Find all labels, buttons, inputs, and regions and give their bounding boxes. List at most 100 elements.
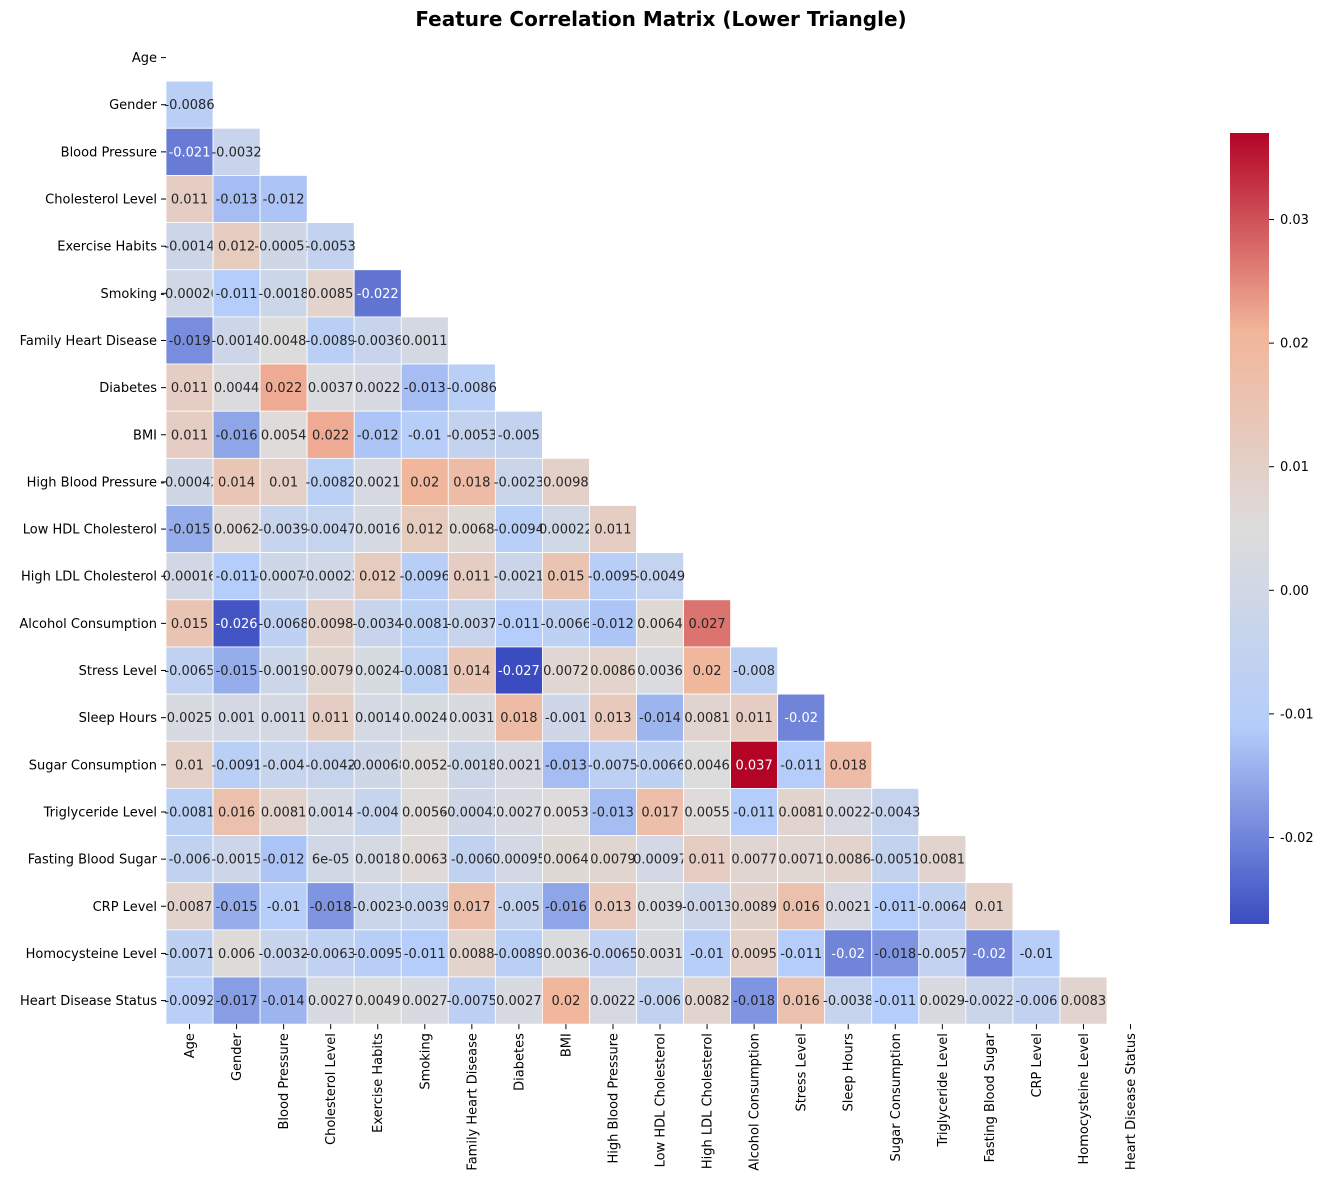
heatmap-cell <box>212 740 261 789</box>
cell-value-label: 0.011 <box>171 193 208 208</box>
x-tick-label: Family Heart Disease <box>465 1033 480 1170</box>
y-tick-label: Exercise Habits <box>57 240 157 255</box>
cell-value-label: -0.012 <box>263 193 305 208</box>
heatmap-cell <box>494 788 543 836</box>
heatmap-cell <box>542 505 590 554</box>
heatmap-cell <box>683 740 731 789</box>
heatmap-cell <box>259 788 308 836</box>
cell-value-label: 0.00097 <box>633 853 687 868</box>
cell-value-label: -0.027 <box>498 664 540 679</box>
cell-value-label: -0.0022 <box>964 994 1014 1009</box>
heatmap-cell <box>965 976 1014 1025</box>
heatmap-cell <box>400 929 449 978</box>
heatmap-cell <box>589 882 637 931</box>
cell-value-label: 0.013 <box>594 711 631 726</box>
cell-value-label: 0.017 <box>453 900 490 915</box>
cell-value-label: 0.0024 <box>402 711 448 726</box>
heatmap-cell <box>165 929 214 978</box>
cell-value-label: 0.0079 <box>308 664 354 679</box>
cell-value-label: 0.0082 <box>684 994 730 1009</box>
cell-value-label: -0.012 <box>263 853 305 868</box>
x-tick-label: Stress Level <box>795 1033 810 1111</box>
heatmap-cell <box>542 599 590 648</box>
x-tick-label: Heart Disease Status <box>1124 1033 1139 1170</box>
cell-value-label: 0.0014 <box>355 711 401 726</box>
cell-value-label: 0.0029 <box>920 994 966 1009</box>
cell-value-label: 0.0022 <box>355 381 401 396</box>
cell-value-label: 0.0087 <box>167 900 213 915</box>
cell-value-label: 0.001 <box>218 711 255 726</box>
heatmap-cell <box>212 127 261 176</box>
cell-value-label: 0.0022 <box>590 994 636 1009</box>
cell-value-label: 0.0098 <box>308 617 354 632</box>
cell-value-label: 0.0039 <box>637 900 683 915</box>
heatmap-cell <box>165 882 214 931</box>
heatmap-cell <box>918 976 967 1025</box>
cell-value-label: -0.0065 <box>588 947 638 962</box>
cell-value-label: -0.0049 <box>635 570 685 585</box>
heatmap-cell <box>165 80 214 129</box>
heatmap-cell <box>447 599 496 648</box>
heatmap-cell <box>542 929 590 978</box>
heatmap-cell <box>447 457 496 506</box>
cell-value-label: -0.0053 <box>306 240 356 255</box>
colorbar-tick-label: -0.01 <box>1280 707 1314 722</box>
cell-value-label: 0.018 <box>830 758 867 773</box>
heatmap-cell <box>824 788 873 836</box>
heatmap-cell <box>353 505 402 554</box>
cell-value-label: 0.00022 <box>539 523 593 538</box>
cell-value-label: -0.00026 <box>160 287 218 302</box>
heatmap-cell <box>306 269 355 318</box>
cell-value-label: 0.017 <box>641 805 678 820</box>
cell-value-label: -0.018 <box>733 994 775 1009</box>
cell-value-label: 0.0081 <box>684 711 730 726</box>
cell-value-label: -0.011 <box>780 758 822 773</box>
heatmap-cell <box>400 505 449 554</box>
cell-value-label: 0.0027 <box>308 994 354 1009</box>
cell-value-label: -0.005 <box>498 900 540 915</box>
cell-value-label: 0.0072 <box>543 664 589 679</box>
cell-value-label: -0.0039 <box>400 900 450 915</box>
cell-value-label: -0.0042 <box>306 758 356 773</box>
cell-value-label: -0.0071 <box>164 947 214 962</box>
heatmap-cell <box>589 835 637 884</box>
cell-value-label: -0.0063 <box>306 947 356 962</box>
cell-value-label: -0.006 <box>169 853 211 868</box>
heatmap-cell <box>542 976 590 1025</box>
y-tick-label: Age <box>132 51 157 66</box>
cell-value-label: -0.0081 <box>164 805 214 820</box>
cell-value-label: 0.012 <box>359 570 396 585</box>
cell-value-label: 0.0044 <box>214 381 260 396</box>
cell-value-label: 0.0095 <box>731 947 777 962</box>
heatmap-cell <box>447 882 496 931</box>
colorbar-tick-label: 0.02 <box>1280 337 1309 352</box>
heatmap-cell <box>494 505 543 554</box>
cell-value-label: 0.0098 <box>543 475 589 490</box>
cell-value-label: 0.0049 <box>355 994 401 1009</box>
cell-value-label: -0.02 <box>973 947 1007 962</box>
cell-value-label: -0.0086 <box>447 381 497 396</box>
cell-value-label: -0.00068 <box>348 758 406 773</box>
cell-value-label: -0.0086 <box>164 98 214 113</box>
heatmap-cell <box>447 788 496 836</box>
heatmap-cell <box>447 740 496 789</box>
cell-value-label: -0.011 <box>216 570 258 585</box>
x-tick-label: Diabetes <box>512 1033 527 1091</box>
cell-value-label: -0.019 <box>169 334 211 349</box>
cell-value-label: 0.0064 <box>543 853 589 868</box>
heatmap-cell <box>824 835 873 884</box>
x-tick-label: Blood Pressure <box>277 1033 292 1129</box>
cell-value-label: -0.00042 <box>160 475 218 490</box>
heatmap-cell <box>400 316 449 365</box>
cell-value-label: -0.0094 <box>494 523 544 538</box>
cell-value-label: 0.006 <box>218 947 255 962</box>
heatmap-cell <box>447 552 496 601</box>
cell-value-label: -0.02 <box>831 947 865 962</box>
heatmap-cell <box>494 835 543 884</box>
x-tick-label: Low HDL Cholesterol <box>654 1033 669 1167</box>
heatmap-cell <box>494 552 543 601</box>
cell-value-label: 0.0052 <box>402 758 448 773</box>
heatmap-cell <box>400 457 449 506</box>
cell-value-label: 0.0079 <box>590 853 636 868</box>
cell-value-label: 0.0086 <box>590 664 636 679</box>
